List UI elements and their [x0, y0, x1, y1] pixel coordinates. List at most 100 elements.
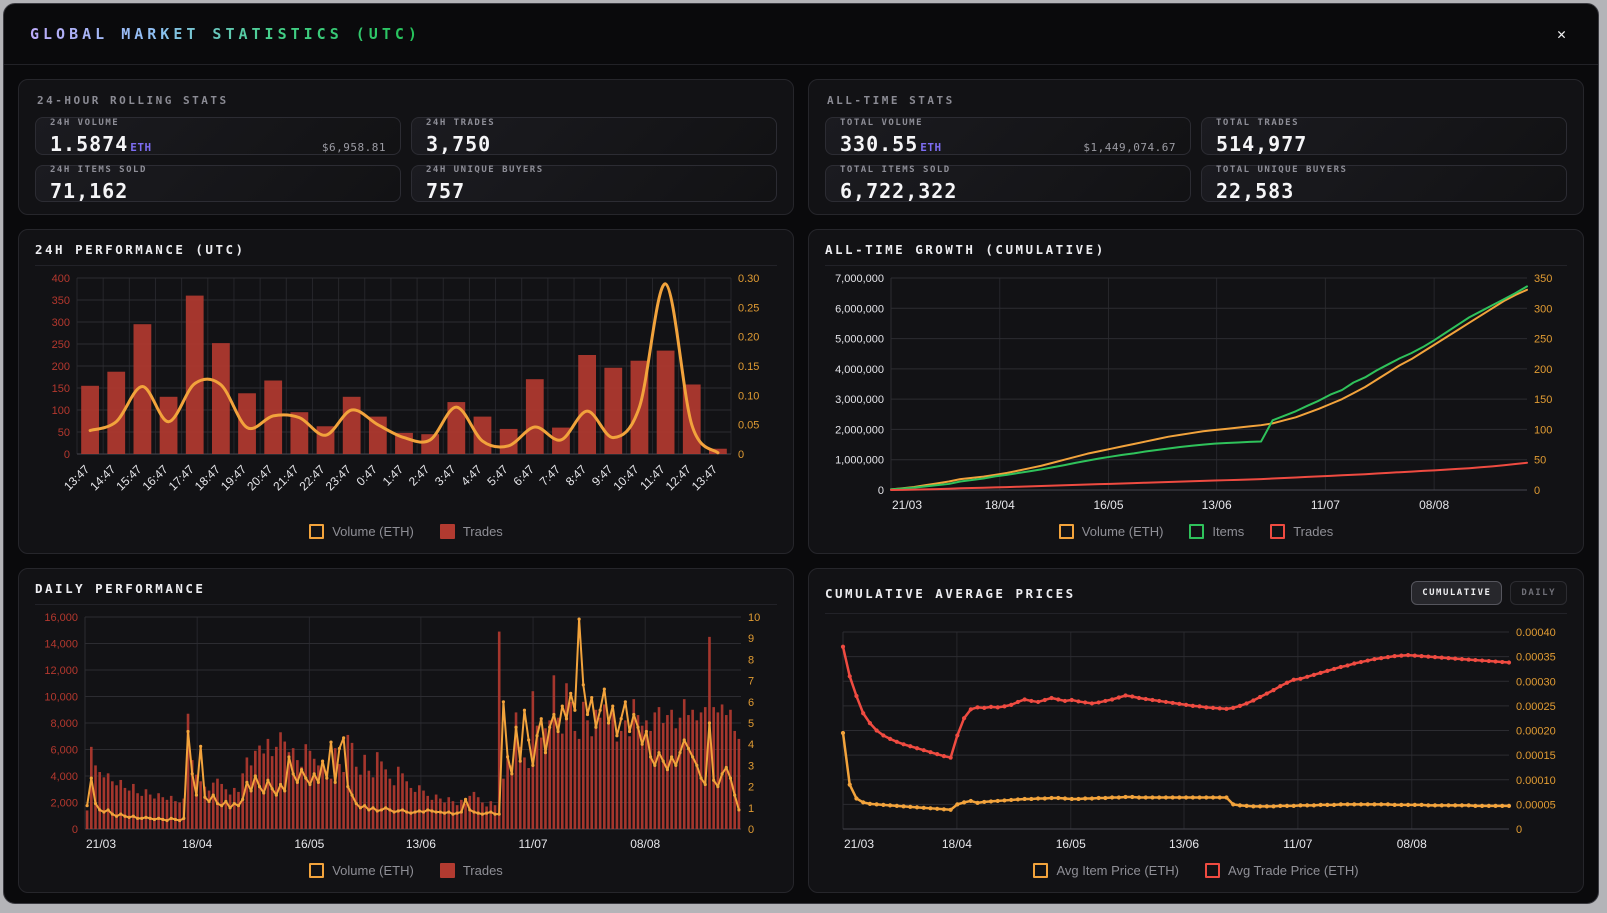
- svg-text:16:47: 16:47: [140, 462, 171, 493]
- legend-item[interactable]: Volume (ETH): [309, 863, 414, 878]
- svg-text:16,000: 16,000: [44, 612, 78, 624]
- close-icon: ✕: [1556, 25, 1566, 43]
- svg-text:150: 150: [1534, 394, 1552, 406]
- legend-item[interactable]: Trades: [439, 524, 503, 539]
- stat-value: 6,722,322: [840, 179, 958, 204]
- svg-text:12:47: 12:47: [663, 462, 694, 493]
- eth-unit: ETH: [130, 140, 152, 154]
- legend-swatch-icon: [1270, 524, 1286, 539]
- legend-item[interactable]: Avg Item Price (ETH): [1033, 863, 1179, 878]
- svg-text:100: 100: [1534, 424, 1552, 436]
- legend-swatch-icon: [1058, 524, 1074, 539]
- legend-label: Avg Item Price (ETH): [1056, 863, 1180, 878]
- svg-text:13/06: 13/06: [406, 837, 436, 851]
- svg-text:250: 250: [1534, 334, 1552, 346]
- legend-item[interactable]: Volume (ETH): [309, 524, 414, 539]
- stat-value-row: 3,750: [426, 134, 762, 154]
- svg-text:300: 300: [52, 317, 70, 329]
- svg-text:11/07: 11/07: [518, 837, 547, 851]
- legend-swatch-icon: [309, 863, 325, 878]
- stat-value-row: 1.5874 ETH $6,958.81: [50, 134, 386, 154]
- svg-text:4:47: 4:47: [458, 462, 485, 489]
- legend-item[interactable]: Trades: [439, 863, 503, 878]
- stat-value-row: 22,583: [1216, 181, 1552, 201]
- svg-text:0.00005: 0.00005: [1516, 799, 1556, 811]
- legend-item[interactable]: Items: [1189, 524, 1244, 539]
- legend-swatch-icon: [1189, 524, 1205, 539]
- svg-text:21/03: 21/03: [86, 837, 116, 851]
- svg-text:20:47: 20:47: [244, 462, 275, 493]
- legend-label: Avg Trade Price (ETH): [1228, 863, 1359, 878]
- legend-label: Volume (ETH): [1081, 524, 1164, 539]
- svg-text:0.10: 0.10: [738, 390, 759, 402]
- avg-prices-panel: CUMULATIVE AVERAGE PRICES CUMULATIVE DAI…: [808, 568, 1584, 893]
- stat-card: TOTAL VOLUME 330.55 ETH $1,449,074.67: [825, 117, 1191, 155]
- legend-swatch-icon: [309, 524, 325, 539]
- legend-item[interactable]: Volume (ETH): [1058, 524, 1164, 539]
- svg-text:08/08: 08/08: [1419, 498, 1449, 512]
- svg-text:350: 350: [52, 295, 70, 307]
- svg-text:13:47: 13:47: [689, 462, 720, 493]
- svg-text:18/04: 18/04: [985, 498, 1015, 512]
- svg-text:50: 50: [1534, 455, 1546, 467]
- legend-label: Trades: [1293, 524, 1334, 539]
- svg-text:11/07: 11/07: [1311, 498, 1340, 512]
- svg-text:4: 4: [748, 739, 754, 751]
- growth-legend: Volume (ETH) Items Trades: [825, 518, 1567, 541]
- svg-text:13/06: 13/06: [1202, 498, 1232, 512]
- alltime-growth-panel: ALL-TIME GROWTH (CUMULATIVE) 0 1,000,000 2…: [808, 229, 1584, 554]
- avg-legend: Avg Item Price (ETH) Avg Trade Price (ETH…: [825, 857, 1567, 880]
- daily-performance-chart: 0 2,000 4,000 6,000 8,000 10,000 12,000 14,000 1…: [35, 609, 777, 857]
- stat-value: 514,977: [1216, 131, 1308, 156]
- svg-text:0: 0: [738, 449, 744, 461]
- svg-text:13/06: 13/06: [1169, 837, 1199, 851]
- svg-text:21/03: 21/03: [892, 498, 922, 512]
- stat-card: TOTAL ITEMS SOLD 6,722,322: [825, 164, 1191, 204]
- cumulative-tab[interactable]: CUMULATIVE: [1411, 581, 1503, 605]
- svg-text:200: 200: [52, 361, 70, 373]
- legend-label: Volume (ETH): [332, 863, 414, 878]
- stat-value-row: 514,977: [1216, 134, 1552, 154]
- growth-title-row: ALL-TIME GROWTH (CUMULATIVE): [825, 242, 1567, 266]
- legend-swatch-icon: [439, 863, 455, 878]
- daily-tab[interactable]: DAILY: [1510, 581, 1567, 605]
- svg-text:0.00030: 0.00030: [1516, 676, 1556, 688]
- chart-daily-svg: 0 2,000 4,000 6,000 8,000 10,000 12,000 14,000 1…: [44, 612, 760, 851]
- svg-text:0: 0: [1534, 485, 1540, 497]
- svg-text:0: 0: [64, 449, 70, 461]
- stat-label: 24H VOLUME: [50, 117, 120, 128]
- global-market-statistics-modal: GLOBAL MARKET STATISTICS (UTC) ✕ 24-HOUR…: [3, 3, 1599, 904]
- svg-text:1,000,000: 1,000,000: [835, 455, 884, 467]
- svg-text:16/05: 16/05: [1093, 498, 1123, 512]
- legend-label: Items: [1212, 524, 1245, 539]
- svg-text:0.15: 0.15: [738, 361, 759, 373]
- svg-text:3:47: 3:47: [432, 462, 459, 489]
- svg-text:400: 400: [52, 273, 70, 285]
- legend-item[interactable]: Trades: [1270, 524, 1333, 539]
- svg-text:100: 100: [52, 405, 70, 417]
- legend-item[interactable]: Avg Trade Price (ETH): [1205, 863, 1359, 878]
- h24-performance-chart: 0 50 100 150 200 250 300 350 400 0 0.05 0.10 0.15 0.2…: [35, 270, 777, 518]
- alltime-stats-panel: ALL-TIME STATS TOTAL VOLUME 330.55 ETH $1,4…: [808, 79, 1584, 215]
- legend-swatch-icon: [439, 524, 455, 539]
- chart-h24-svg: 0 50 100 150 200 250 300 350 400 0 0.05 0.10 0.15 0.2…: [52, 273, 760, 493]
- svg-text:6:47: 6:47: [511, 462, 538, 489]
- svg-text:22:47: 22:47: [297, 462, 328, 493]
- svg-text:0.20: 0.20: [738, 332, 759, 344]
- svg-text:10: 10: [748, 612, 760, 624]
- svg-text:10:47: 10:47: [610, 462, 641, 493]
- svg-text:350: 350: [1534, 273, 1552, 285]
- close-button[interactable]: ✕: [1551, 21, 1572, 47]
- svg-text:11:47: 11:47: [637, 462, 668, 493]
- svg-text:9: 9: [748, 633, 754, 645]
- rolling-stats-panel: 24-HOUR ROLLING STATS 24H VOLUME 1.5874 ET…: [18, 79, 794, 215]
- svg-text:7: 7: [748, 676, 754, 688]
- svg-text:16/05: 16/05: [1056, 837, 1086, 851]
- legend-swatch-icon: [1033, 863, 1049, 878]
- svg-text:0: 0: [748, 824, 754, 836]
- svg-text:15:47: 15:47: [113, 462, 144, 493]
- svg-text:5: 5: [748, 718, 754, 730]
- usd-value: $6,958.81: [321, 140, 386, 154]
- svg-text:8: 8: [748, 654, 754, 666]
- svg-text:250: 250: [52, 339, 70, 351]
